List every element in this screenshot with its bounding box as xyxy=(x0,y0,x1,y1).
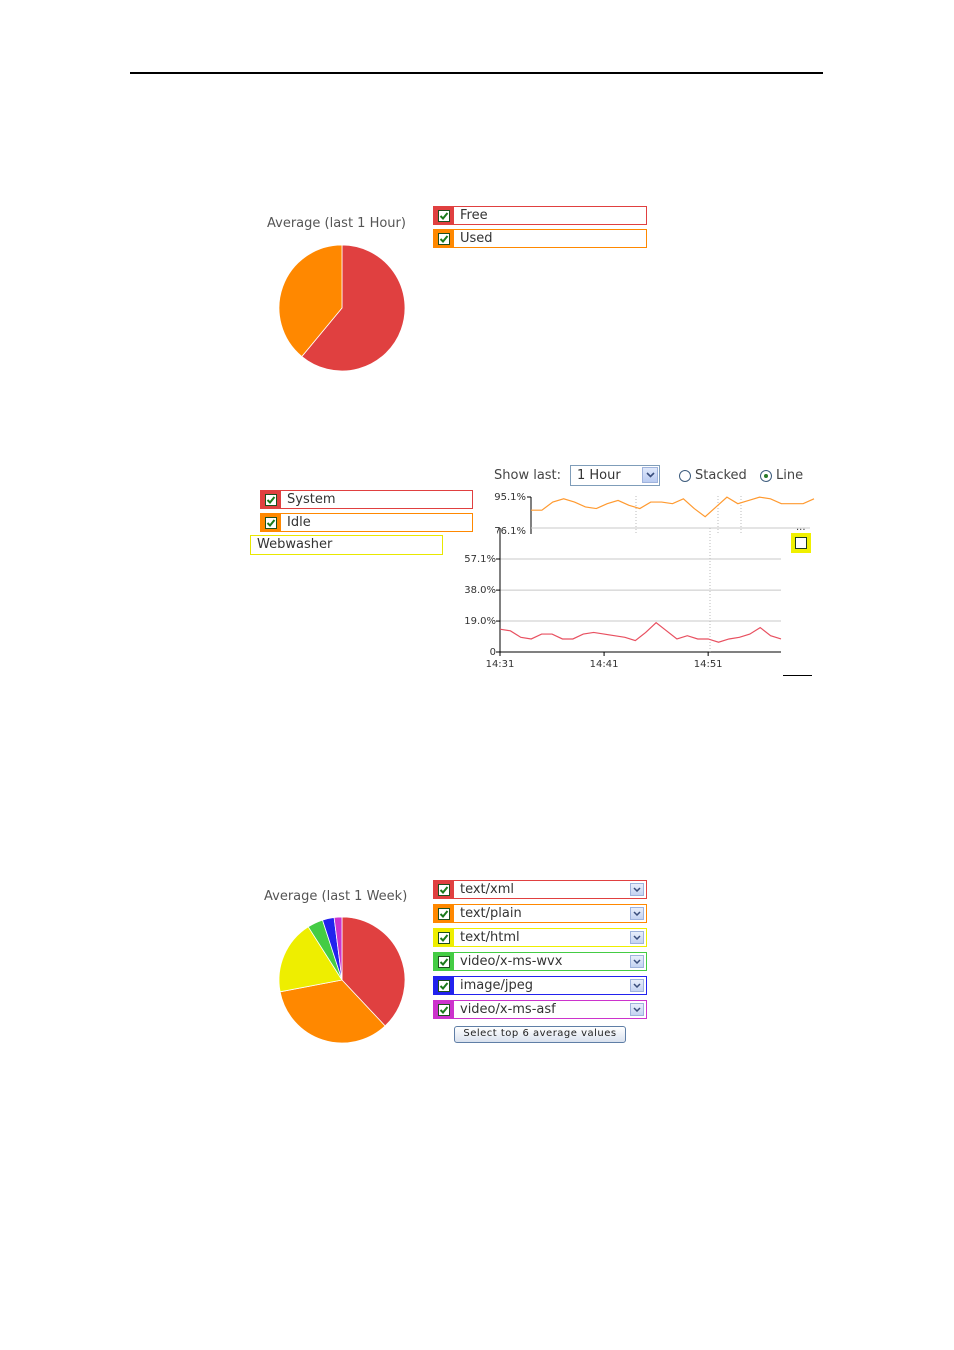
legend-label: Idle xyxy=(287,515,311,530)
legend-checkbox[interactable] xyxy=(438,209,450,222)
legend-label: System xyxy=(287,492,336,507)
chevron-down-icon[interactable] xyxy=(630,955,644,968)
y-tick-label: 19.0% xyxy=(464,616,496,627)
x-tick-label: 14:31 xyxy=(486,659,515,670)
legend-checkbox[interactable] xyxy=(438,931,450,944)
page-header-rule xyxy=(130,72,823,74)
pie-slice xyxy=(301,244,406,372)
radio-stacked-label: Stacked xyxy=(695,468,747,483)
pie-title-hour: Average (last 1 Hour) xyxy=(267,216,406,231)
legend-checkbox[interactable] xyxy=(265,493,277,506)
cpu-chart-upper: 95.1% 76.1%... xyxy=(494,492,815,534)
series-line-idle xyxy=(531,496,815,518)
overflow-indicator: ... xyxy=(796,522,806,533)
range-select-value: 1 Hour xyxy=(577,468,621,483)
webwasher-label: Webwasher xyxy=(257,537,333,552)
y-tick-label: 95.1% xyxy=(494,492,526,503)
show-last-label: Show last: xyxy=(494,468,562,483)
pie-title-week: Average (last 1 Week) xyxy=(264,889,408,904)
legend-checkbox[interactable] xyxy=(265,516,277,529)
pie-slice xyxy=(278,244,343,358)
mime-legend-item[interactable]: text/html xyxy=(433,928,647,947)
pie-slice xyxy=(279,979,386,1044)
legend-label: Free xyxy=(460,208,488,223)
legend-swatch[interactable] xyxy=(434,230,454,247)
legend-swatch[interactable] xyxy=(434,977,454,994)
pie-slice xyxy=(333,916,343,981)
webwasher-popup-item[interactable]: Webwasher xyxy=(250,535,443,555)
mime-legend-item[interactable]: video/x-ms-wvx xyxy=(433,952,647,971)
y-tick-label: 0 xyxy=(490,647,496,658)
cpu-legend-item[interactable]: Idle xyxy=(260,513,473,532)
mime-legend-item[interactable]: text/xml xyxy=(433,880,647,899)
unchecked-box-icon[interactable] xyxy=(795,537,807,549)
legend-checkbox[interactable] xyxy=(438,1003,450,1016)
chevron-down-icon[interactable] xyxy=(630,907,644,920)
radio-stacked[interactable]: Stacked xyxy=(679,468,747,483)
legend-label: Used xyxy=(460,231,493,246)
legend-swatch[interactable] xyxy=(434,881,454,898)
legend-label: video/x-ms-asf xyxy=(460,1002,556,1017)
y-tick-label: 76.1% xyxy=(494,526,526,534)
legend-checkbox[interactable] xyxy=(438,232,450,245)
legend-label: text/xml xyxy=(460,882,515,897)
mime-legend-item[interactable]: image/jpeg xyxy=(433,976,647,995)
cpu-line-chart: 0 19.0% 38.0% 57.1% 14:31 14:41 14:51 xyxy=(464,528,782,670)
legend-label: text/plain xyxy=(460,906,522,921)
pie-slice xyxy=(341,916,406,1027)
y-tick-label: 38.0% xyxy=(464,585,496,596)
legend-swatch[interactable] xyxy=(434,905,454,922)
mime-legend-item[interactable]: video/x-ms-asf xyxy=(433,1000,647,1019)
chevron-down-icon[interactable] xyxy=(630,883,644,896)
chevron-down-icon[interactable] xyxy=(642,467,658,483)
pie-chart-hour xyxy=(278,244,406,372)
series-line-system xyxy=(499,621,782,643)
memory-legend-item[interactable]: Used xyxy=(433,229,647,248)
chevron-down-icon[interactable] xyxy=(630,1003,644,1016)
cpu-legend-item[interactable]: System xyxy=(260,490,473,509)
chevron-down-icon[interactable] xyxy=(630,979,644,992)
webwasher-checkbox[interactable] xyxy=(791,533,811,553)
legend-swatch[interactable] xyxy=(261,514,281,531)
radio-stacked-circle[interactable] xyxy=(679,469,691,482)
legend-label: image/jpeg xyxy=(460,978,533,993)
legend-checkbox[interactable] xyxy=(438,955,450,968)
memory-legend-item[interactable]: Free xyxy=(433,206,647,225)
pie-slice xyxy=(278,926,343,993)
overlay-mask xyxy=(473,528,497,534)
radio-line-label: Line xyxy=(776,468,804,483)
legend-label: video/x-ms-wvx xyxy=(460,954,563,969)
pie-chart-week xyxy=(278,916,406,1044)
legend-checkbox[interactable] xyxy=(438,883,450,896)
legend-checkbox[interactable] xyxy=(438,979,450,992)
chevron-down-icon[interactable] xyxy=(630,931,644,944)
x-tick-label: 14:41 xyxy=(590,659,619,670)
legend-swatch[interactable] xyxy=(261,491,281,508)
legend-swatch[interactable] xyxy=(434,207,454,224)
x-tick-label: 14:51 xyxy=(694,659,723,670)
radio-line[interactable]: Line xyxy=(760,468,803,483)
legend-label: text/html xyxy=(460,930,520,945)
legend-swatch[interactable] xyxy=(434,1001,454,1018)
select-top-values-button[interactable]: Select top 6 average values xyxy=(454,1026,626,1043)
range-select[interactable]: 1 Hour xyxy=(570,465,660,486)
legend-swatch[interactable] xyxy=(434,929,454,946)
legend-swatch[interactable] xyxy=(434,953,454,970)
y-tick-label: 57.1% xyxy=(464,554,496,565)
legend-checkbox[interactable] xyxy=(438,907,450,920)
mime-legend-item[interactable]: text/plain xyxy=(433,904,647,923)
radio-line-circle[interactable] xyxy=(760,469,772,482)
chart-edge-line xyxy=(783,675,812,676)
